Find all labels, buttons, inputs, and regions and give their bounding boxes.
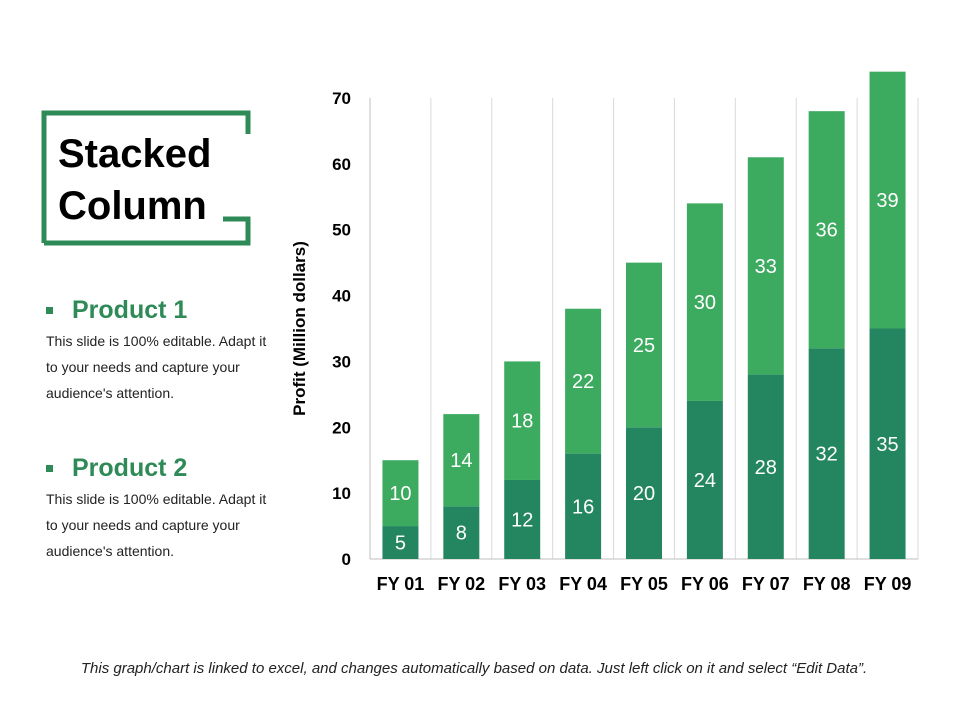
data-label: 16 bbox=[572, 496, 594, 518]
y-tick-label: 40 bbox=[332, 287, 351, 306]
bar-segment-series-1[interactable] bbox=[869, 328, 906, 560]
data-label: 24 bbox=[694, 470, 716, 492]
slide-title: Stacked Column bbox=[58, 128, 248, 232]
product-1-name: Product 1 bbox=[72, 295, 188, 324]
x-tick-label: FY 09 bbox=[864, 574, 912, 594]
bar-segment-series-2[interactable] bbox=[382, 460, 419, 527]
data-label: 33 bbox=[755, 256, 777, 278]
square-bullet-icon bbox=[46, 464, 53, 472]
product-2-description: This slide is 100% editable. Adapt it to… bbox=[46, 491, 267, 559]
bar-segment-series-2[interactable] bbox=[808, 111, 845, 349]
bar-segment-series-1[interactable] bbox=[747, 374, 784, 559]
bar-segment-series-2[interactable] bbox=[747, 157, 784, 375]
data-label: 25 bbox=[633, 335, 655, 357]
x-tick-label: FY 06 bbox=[681, 574, 729, 594]
data-label: 12 bbox=[511, 509, 533, 531]
data-label: 10 bbox=[389, 483, 411, 505]
y-tick-label: 50 bbox=[332, 221, 351, 240]
bar-segment-series-1[interactable] bbox=[565, 453, 602, 559]
bar-segment-series-2[interactable] bbox=[869, 71, 906, 329]
bar-segment-series-2[interactable] bbox=[626, 262, 662, 428]
data-label: 18 bbox=[511, 411, 533, 433]
data-label: 36 bbox=[816, 220, 838, 242]
bar-segment-series-1[interactable] bbox=[443, 506, 480, 559]
bar-segment-series-1[interactable] bbox=[686, 400, 723, 559]
product-1-description: This slide is 100% editable. Adapt it to… bbox=[46, 333, 267, 401]
square-bullet-icon bbox=[46, 306, 53, 314]
bar-segment-series-1[interactable] bbox=[504, 479, 541, 559]
product-2-block: Product 2 This slide is 100% editable. A… bbox=[46, 452, 286, 564]
y-tick-label: 0 bbox=[342, 550, 351, 569]
data-label: 28 bbox=[755, 457, 777, 479]
product-2-name: Product 2 bbox=[72, 453, 188, 482]
data-label: 39 bbox=[876, 190, 898, 212]
data-label: 8 bbox=[456, 523, 467, 545]
x-tick-label: FY 04 bbox=[559, 574, 607, 594]
data-label: 35 bbox=[876, 434, 898, 456]
bar-segment-series-1[interactable] bbox=[626, 427, 662, 559]
y-tick-label: 70 bbox=[332, 89, 351, 108]
slide-title-line-2: Column bbox=[58, 184, 207, 228]
y-tick-label: 60 bbox=[332, 155, 351, 174]
stacked-column-chart[interactable]: 0 10 20 30 40 50 60 70 Profit (Million dollars) 5… bbox=[0, 0, 960, 640]
data-label: 22 bbox=[572, 371, 594, 393]
data-label: 14 bbox=[450, 450, 472, 472]
product-1-block: Product 1 This slide is 100% editable. A… bbox=[46, 294, 286, 406]
y-axis-title: Profit (Million dollars) bbox=[290, 241, 309, 416]
bar-segment-series-2[interactable] bbox=[565, 308, 602, 454]
x-tick-label: FY 08 bbox=[803, 574, 851, 594]
bar-segment-series-1[interactable] bbox=[382, 526, 419, 559]
y-tick-label: 30 bbox=[332, 352, 351, 371]
x-tick-label: FY 05 bbox=[620, 574, 668, 594]
data-label: 32 bbox=[816, 444, 838, 466]
data-label: 20 bbox=[633, 483, 655, 505]
bar-segment-series-1[interactable] bbox=[808, 348, 845, 559]
bar-segment-series-2[interactable] bbox=[686, 203, 723, 401]
footnote: This graph/chart is linked to excel, and… bbox=[80, 660, 868, 677]
title-frame bbox=[41, 110, 251, 246]
y-tick-label: 10 bbox=[332, 484, 351, 503]
bar-segment-series-2[interactable] bbox=[443, 414, 480, 507]
data-label: 30 bbox=[694, 292, 716, 314]
x-tick-label: FY 01 bbox=[377, 574, 425, 594]
bar-segment-series-2[interactable] bbox=[504, 361, 541, 480]
data-label: 5 bbox=[395, 533, 406, 555]
x-tick-label: FY 02 bbox=[437, 574, 485, 594]
slide-title-line-1: Stacked bbox=[58, 132, 212, 176]
y-tick-label: 20 bbox=[332, 418, 351, 437]
x-tick-label: FY 07 bbox=[742, 574, 790, 594]
x-tick-label: FY 03 bbox=[498, 574, 546, 594]
